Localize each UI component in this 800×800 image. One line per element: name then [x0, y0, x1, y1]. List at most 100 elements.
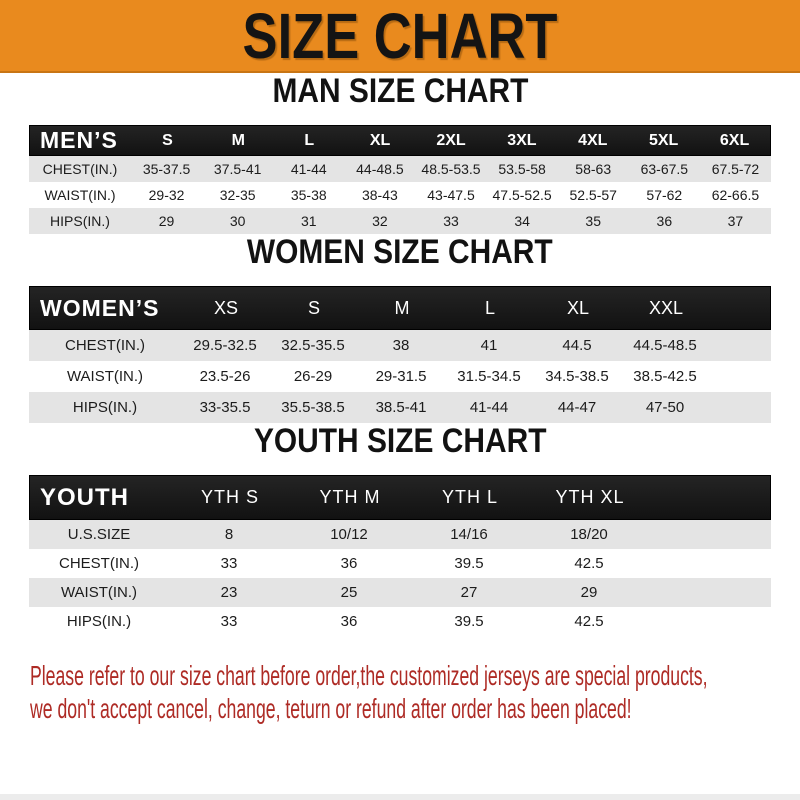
size-value-cell: 38.5-42.5 — [633, 368, 697, 385]
women-heading: WOMEN SIZE CHART — [0, 234, 800, 270]
row-label: WAIST(IN.) — [66, 368, 144, 385]
order-policy-line1: Please refer to our size chart before or… — [30, 659, 800, 692]
women-waist-row: WAIST(IN.) 23.5-26 26-29 29-31.5 31.5-34… — [29, 361, 771, 392]
size-value-cell: 8 — [224, 526, 234, 543]
page-title: SIZE CHART — [208, 4, 592, 68]
size-value-cell: 31.5-34.5 — [457, 368, 521, 385]
size-column-header: YTH L — [441, 487, 498, 507]
men-hips-row: HIPS(IN.) 29 30 31 32 33 34 35 36 37 — [29, 208, 771, 234]
size-column-header: S — [162, 131, 173, 149]
size-value-cell: 36 — [340, 555, 358, 572]
men-table-title: MEN’S — [40, 127, 118, 153]
size-column-header: M — [394, 297, 410, 318]
size-value-cell: 62-66.5 — [711, 187, 760, 203]
size-value-cell: 37.5-41 — [213, 161, 262, 177]
size-value-cell: 32 — [372, 213, 388, 229]
size-value-cell: 33 — [443, 213, 459, 229]
size-value-cell: 32-35 — [219, 187, 256, 203]
size-value-cell: 32.5-35.5 — [281, 337, 345, 354]
size-value-cell: 47-50 — [645, 399, 685, 416]
size-value-cell: 47.5-52.5 — [492, 187, 552, 203]
size-column-header: YTH S — [200, 487, 259, 507]
size-value-cell: 34.5-38.5 — [545, 368, 609, 385]
size-column-header: 3XL — [507, 131, 537, 149]
size-value-cell: 27 — [460, 584, 478, 601]
size-value-cell: 10/12 — [330, 526, 368, 543]
size-value-cell: 29-32 — [148, 187, 185, 203]
size-value-cell: 23 — [220, 584, 238, 601]
row-label: HIPS(IN.) — [66, 613, 132, 630]
size-value-cell: 33 — [220, 555, 238, 572]
women-section: WOMEN SIZE CHART WOMEN’S XS S M L XL XXL… — [0, 234, 800, 423]
order-policy-line2-text: we don't accept cancel, change, teturn o… — [30, 693, 632, 724]
size-value-cell: 52.5-57 — [569, 187, 617, 203]
youth-hips-row: HIPS(IN.) 33 36 39.5 42.5 — [29, 607, 771, 636]
size-value-cell: 30 — [229, 213, 246, 229]
women-chest-row: CHEST(IN.) 29.5-32.5 32.5-35.5 38 41 44.… — [29, 330, 771, 361]
row-label: HIPS(IN.) — [50, 213, 110, 229]
size-value-cell: 34 — [514, 213, 530, 229]
women-size-table: WOMEN’S XS S M L XL XXL CHEST(IN.) 29.5-… — [29, 286, 771, 423]
size-value-cell: 35-38 — [290, 187, 327, 203]
size-value-cell: 41 — [480, 337, 498, 354]
banner: SIZE CHART — [0, 0, 800, 73]
size-value-cell: 31 — [300, 213, 317, 229]
men-waist-row: WAIST(IN.) 29-32 32-35 35-38 38-43 43-47… — [29, 182, 771, 208]
women-table-title: WOMEN’S — [40, 294, 160, 321]
size-value-cell: 38-43 — [361, 187, 398, 203]
size-column-header: M — [231, 131, 245, 149]
youth-table-header-row: YOUTH YTH S YTH M YTH L YTH XL — [29, 475, 771, 520]
size-value-cell: 33-35.5 — [199, 399, 251, 416]
bottom-strip — [0, 794, 800, 800]
size-value-cell: 48.5-53.5 — [421, 161, 481, 177]
size-value-cell: 14/16 — [450, 526, 488, 543]
size-value-cell: 18/20 — [570, 526, 608, 543]
size-column-header: L — [484, 297, 495, 318]
row-label: CHEST(IN.) — [59, 555, 139, 572]
youth-size-table: YOUTH YTH S YTH M YTH L YTH XL U.S.SIZE … — [29, 475, 771, 636]
size-column-header: S — [307, 297, 320, 318]
women-table-header-row: WOMEN’S XS S M L XL XXL — [29, 286, 771, 330]
size-column-header: 6XL — [719, 131, 750, 149]
size-column-header: YTH M — [319, 487, 381, 507]
size-value-cell: 41-44 — [290, 161, 327, 177]
men-heading-text: MAN SIZE CHART — [272, 72, 528, 110]
youth-ussize-row: U.S.SIZE 8 10/12 14/16 18/20 — [29, 520, 771, 549]
size-value-cell: 29-31.5 — [375, 368, 427, 385]
size-value-cell: 35-37.5 — [142, 161, 191, 177]
men-section: MAN SIZE CHART MEN’S S M L XL 2XL 3XL 4X… — [0, 73, 800, 234]
order-policy-line2: we don't accept cancel, change, teturn o… — [30, 692, 800, 725]
size-value-cell: 42.5 — [574, 555, 604, 572]
size-value-cell: 63-67.5 — [640, 161, 689, 177]
size-value-cell: 67.5-72 — [711, 161, 760, 177]
size-value-cell: 39.5 — [454, 555, 484, 572]
size-value-cell: 44.5-48.5 — [633, 337, 697, 354]
row-label: WAIST(IN.) — [60, 584, 138, 601]
row-label: WAIST(IN.) — [44, 187, 116, 203]
size-value-cell: 57-62 — [646, 187, 683, 203]
size-column-header: XL — [369, 131, 391, 149]
youth-section: YOUTH SIZE CHART YOUTH YTH S YTH M YTH L… — [0, 423, 800, 636]
size-value-cell: 29 — [580, 584, 598, 601]
size-value-cell: 42.5 — [574, 613, 604, 630]
size-value-cell: 23.5-26 — [199, 368, 251, 385]
size-value-cell: 44.5 — [562, 337, 592, 354]
page-title-text: SIZE CHART — [242, 0, 558, 72]
size-value-cell: 39.5 — [454, 613, 484, 630]
women-hips-row: HIPS(IN.) 33-35.5 35.5-38.5 38.5-41 41-4… — [29, 392, 771, 423]
youth-chest-row: CHEST(IN.) 33 36 39.5 42.5 — [29, 549, 771, 578]
size-column-header: YTH XL — [555, 487, 625, 507]
size-value-cell: 44-47 — [557, 399, 597, 416]
size-value-cell: 29.5-32.5 — [193, 337, 257, 354]
size-value-cell: 41-44 — [469, 399, 509, 416]
youth-heading: YOUTH SIZE CHART — [0, 423, 800, 459]
youth-table-title: YOUTH — [40, 483, 129, 511]
youth-waist-row: WAIST(IN.) 23 25 27 29 — [29, 578, 771, 607]
size-value-cell: 29 — [158, 213, 175, 229]
size-column-header: 2XL — [436, 131, 466, 149]
size-value-cell: 33 — [220, 613, 238, 630]
size-value-cell: 38.5-41 — [375, 399, 427, 416]
men-table-header-row: MEN’S S M L XL 2XL 3XL 4XL 5XL 6XL — [29, 125, 771, 156]
size-column-header: L — [304, 131, 315, 149]
